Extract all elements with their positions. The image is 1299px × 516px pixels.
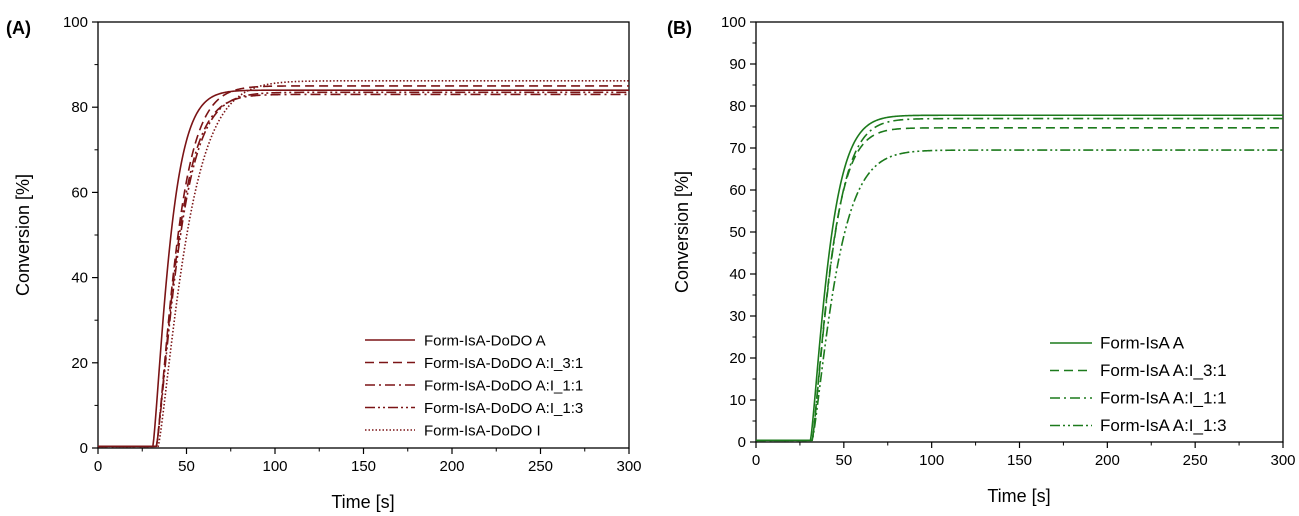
x-tick-label: 50 <box>178 458 195 475</box>
panel-label-a: (A) <box>6 18 31 38</box>
legend-b: Form-IsA A Form-IsA A:I_3:1 Form-IsA A:I_1… <box>1050 334 1227 435</box>
series-line-2 <box>98 85 629 448</box>
legend-label-1: Form-IsA A <box>1100 334 1185 353</box>
x-tick-label: 200 <box>439 458 464 475</box>
y-tick-label: 20 <box>71 355 88 372</box>
legend-label-1: Form-IsA-DoDO A <box>424 333 546 350</box>
chart-panel-a: (A) 0 50 100 150 200 250 300 0 20 40 60 80 100 Form-… <box>6 14 642 512</box>
x-axis-title-b: Time [s] <box>987 486 1050 506</box>
y-tick-label: 40 <box>71 270 88 287</box>
y-tick-label: 60 <box>729 182 746 199</box>
y-tick-label: 30 <box>729 308 746 325</box>
x-tick-label: 150 <box>1007 452 1032 469</box>
x-tick-label: 0 <box>94 458 102 475</box>
series-line-3 <box>756 117 1283 442</box>
y-tick-label: 50 <box>729 224 746 241</box>
panel-label-b: (B) <box>667 18 692 38</box>
y-tick-label: 70 <box>729 140 746 157</box>
y-tick-label: 60 <box>71 184 88 201</box>
ticks-b: 0 50 100 150 200 250 300 0 10 20 30 40 50 60 70 80 90 100 <box>721 14 1296 469</box>
series-lines-a <box>98 79 629 448</box>
y-tick-label: 80 <box>729 98 746 115</box>
legend-label-4: Form-IsA A:I_1:3 <box>1100 416 1227 435</box>
x-tick-label: 250 <box>528 458 553 475</box>
y-tick-label: 100 <box>721 14 746 31</box>
legend-label-2: Form-IsA A:I_3:1 <box>1100 361 1227 380</box>
legend-label-4: Form-IsA-DoDO A:I_1:3 <box>424 400 583 417</box>
x-tick-label: 0 <box>752 452 760 469</box>
x-tick-label: 50 <box>835 452 852 469</box>
x-tick-label: 300 <box>616 458 641 475</box>
chart-panel-b: (B) 0 50 100 150 200 250 300 0 10 20 30 40 50 60 70 80 9… <box>667 14 1296 506</box>
y-tick-label: 20 <box>729 350 746 367</box>
legend-a: Form-IsA-DoDO A Form-IsA-DoDO A:I_3:1 Form… <box>365 333 583 440</box>
y-tick-label: 90 <box>729 56 746 73</box>
series-line-3 <box>98 93 629 448</box>
series-line-4 <box>756 149 1283 442</box>
legend-label-3: Form-IsA A:I_1:1 <box>1100 389 1227 408</box>
y-tick-label: 0 <box>80 440 88 457</box>
y-tick-label: 80 <box>71 99 88 116</box>
x-tick-label: 150 <box>351 458 376 475</box>
y-tick-label: 10 <box>729 392 746 409</box>
series-line-1 <box>98 89 629 448</box>
y-tick-label: 100 <box>63 14 88 31</box>
x-tick-label: 250 <box>1183 452 1208 469</box>
series-line-1 <box>756 114 1283 442</box>
y-axis-title-a: Conversion [%] <box>13 174 33 296</box>
y-tick-label: 40 <box>729 266 746 283</box>
ticks-a: 0 50 100 150 200 250 300 0 20 40 60 80 100 <box>63 14 642 475</box>
x-tick-label: 100 <box>262 458 287 475</box>
series-lines-b <box>756 114 1283 442</box>
x-tick-label: 300 <box>1270 452 1295 469</box>
y-axis-title-b: Conversion [%] <box>672 171 692 293</box>
series-line-5 <box>98 79 629 448</box>
legend-label-2: Form-IsA-DoDO A:I_3:1 <box>424 355 583 372</box>
legend-label-3: Form-IsA-DoDO A:I_1:1 <box>424 378 583 395</box>
x-axis-title-a: Time [s] <box>331 492 394 512</box>
x-tick-label: 100 <box>919 452 944 469</box>
legend-label-5: Form-IsA-DoDO I <box>424 423 541 440</box>
x-tick-label: 200 <box>1095 452 1120 469</box>
y-tick-label: 0 <box>738 434 746 451</box>
series-line-4 <box>98 91 629 448</box>
